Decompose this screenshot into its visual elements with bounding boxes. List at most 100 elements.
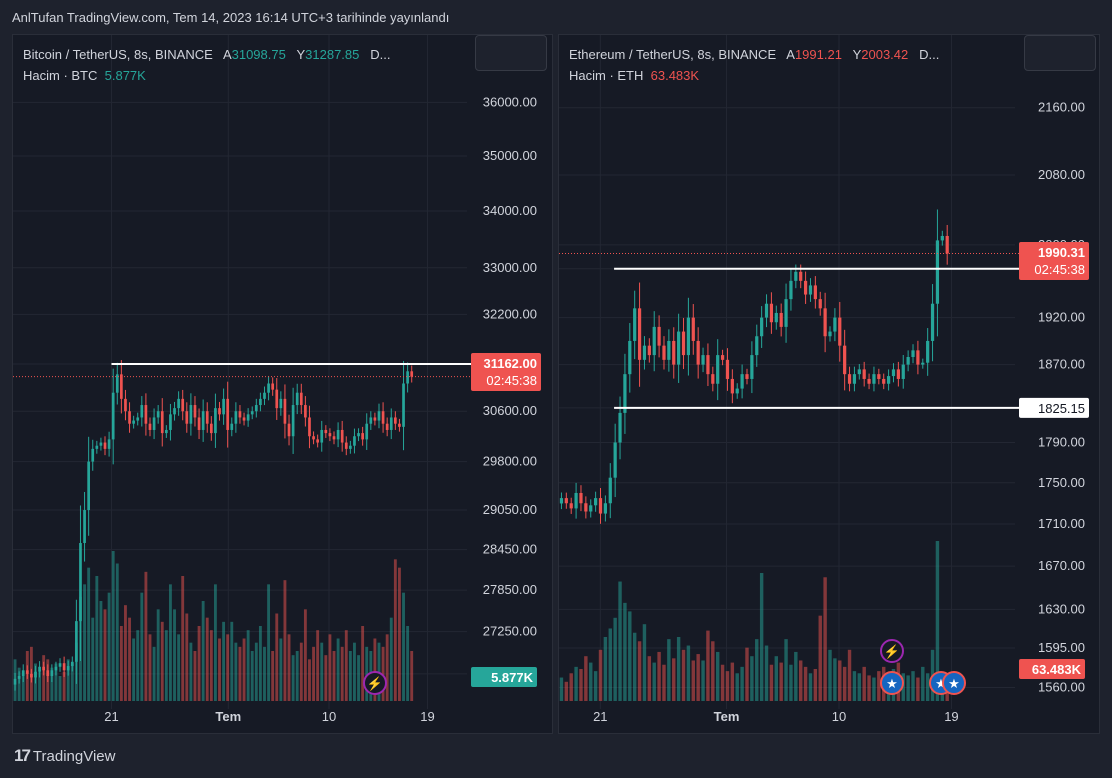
eth-volume-bar (740, 666, 744, 701)
btc-volume-bar (201, 601, 205, 701)
eth-candle (882, 378, 886, 384)
eth-candle (813, 285, 817, 300)
eth-candle (672, 340, 676, 365)
btc-scale-corner[interactable] (475, 35, 547, 71)
eth-volume-bar (823, 577, 827, 701)
btc-volume-bar (353, 642, 356, 701)
eth-candle (930, 303, 935, 341)
eth-candle (579, 492, 583, 504)
eth-candle (686, 317, 691, 356)
btc-candle (17, 676, 21, 679)
btc-candle (87, 461, 91, 511)
btc-volume-bar (128, 617, 131, 701)
btc-candle (181, 398, 185, 412)
eth-volume-label[interactable]: Hacim · ETH (569, 68, 644, 83)
eth-candle (637, 308, 642, 360)
eth-volume-bar (838, 660, 842, 701)
btc-chart[interactable]: 26650.0027250.0027850.0028450.0029050.00… (13, 35, 553, 734)
btc-volume-bar (111, 551, 115, 701)
btc-volume-bar (144, 571, 148, 701)
eth-volume-bar (637, 641, 642, 701)
eth-volume-bar (906, 675, 910, 701)
btc-candle (304, 405, 307, 418)
btc-y-tick-label: 30600.00 (483, 403, 537, 418)
btc-volume-bar (115, 563, 119, 701)
btc-volume-bar (103, 609, 107, 701)
eth-volume-bar (569, 673, 573, 701)
btc-candle (287, 423, 291, 437)
btc-volume-bar (348, 651, 352, 701)
btc-volume-bar (283, 580, 287, 701)
eth-candle (725, 359, 730, 379)
btc-candle (230, 423, 234, 430)
eth-scale-corner[interactable] (1024, 35, 1096, 71)
eth-y-tick-label: 1670.00 (1038, 558, 1085, 573)
btc-volume-bar (213, 584, 217, 701)
eth-candle (657, 326, 661, 346)
btc-candle (365, 423, 369, 440)
btc-candle (34, 671, 37, 678)
eth-candle (740, 374, 744, 389)
btc-volume-bar (164, 630, 168, 701)
tradingview-brand: TradingView (32, 747, 116, 765)
btc-candle (222, 398, 225, 415)
btc-volume-bar (136, 630, 140, 701)
eth-candle (935, 240, 940, 304)
eth-volume-bar (672, 658, 676, 701)
btc-volume-bar (181, 576, 185, 701)
eth-symbol-label[interactable]: Ethereum / TetherUS, 8s, BINANCE (569, 47, 777, 62)
eth-volume-bar (706, 630, 710, 701)
btc-candle (373, 417, 377, 421)
eth-volume-bar (667, 639, 671, 701)
eth-candle (945, 235, 949, 254)
btc-y-label: Y (296, 47, 306, 62)
eth-volume-bar (711, 641, 715, 701)
eth-volume-bar (642, 624, 647, 701)
eth-candle (745, 374, 749, 379)
eth-candle (647, 345, 651, 356)
tradingview-logo-icon: 17 (14, 746, 31, 765)
eth-candle (852, 374, 857, 384)
btc-volume-bar (299, 642, 303, 701)
btc-candle (332, 436, 336, 440)
eth-candle (940, 235, 944, 241)
btc-volume-bar (148, 634, 152, 701)
eth-candle (711, 374, 715, 384)
btc-candle (271, 383, 275, 390)
btc-candle (349, 445, 352, 449)
eth-chart-pane[interactable]: 1560.00 1595.00 1630.00 1670.00 1710.00 1750.… (558, 34, 1100, 734)
btc-candle (128, 411, 131, 424)
eth-volume-bar (784, 639, 788, 701)
btc-volume-value: 5.877K (104, 68, 146, 83)
eth-candle (701, 355, 705, 365)
eth-candle (720, 355, 725, 360)
eth-volume-bar (750, 656, 754, 701)
btc-candle (75, 621, 78, 662)
btc-candle (279, 398, 283, 409)
btc-candle (344, 442, 348, 449)
btc-volume-label[interactable]: Hacim · BTC (23, 68, 98, 83)
eth-y-tick-label: 2080.00 (1038, 167, 1085, 182)
btc-volume-bar (393, 559, 397, 701)
eth-volume-bar (842, 666, 847, 701)
btc-candle (381, 411, 385, 424)
eth-volume-bar (847, 649, 852, 701)
eth-volume-bar (935, 541, 940, 701)
btc-volume-bar (361, 626, 365, 701)
eth-candle (730, 378, 734, 394)
tradingview-logo[interactable]: 17 TradingView (14, 746, 115, 766)
btc-x-tick-label: 21 (104, 709, 118, 724)
eth-candle (857, 369, 861, 375)
btc-chart-pane[interactable]: 26650.0027250.0027850.0028450.0029050.00… (12, 34, 553, 734)
btc-volume-bar (193, 651, 197, 701)
btc-volume-bar (234, 642, 238, 701)
btc-candle (115, 374, 119, 393)
eth-volume-bar (769, 664, 774, 701)
eth-volume-bar (564, 681, 569, 701)
btc-volume-bar (160, 621, 164, 701)
btc-volume-bar (42, 655, 46, 701)
eth-chart[interactable]: 1560.00 1595.00 1630.00 1670.00 1710.00 1750.… (559, 35, 1100, 734)
eth-event-us-flag-icon: ★ (880, 671, 904, 695)
btc-symbol-label[interactable]: Bitcoin / TetherUS, 8s, BINANCE (23, 47, 213, 62)
btc-candle (209, 423, 213, 434)
